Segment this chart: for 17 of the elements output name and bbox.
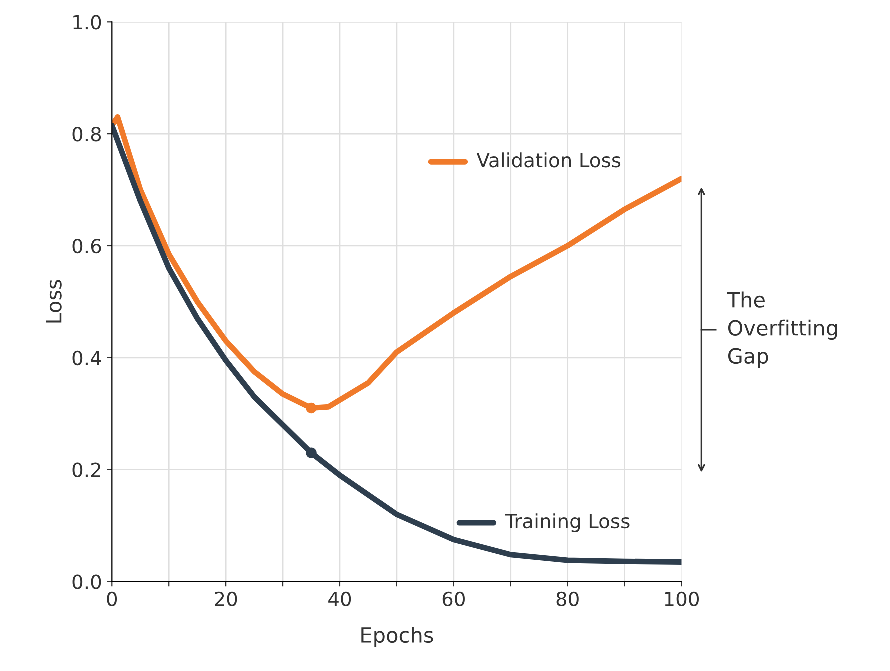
- y-axis-title: Loss: [46, 280, 62, 323]
- y-tick-label: 0.0: [72, 574, 102, 590]
- text: The Overfitting Gap: [727, 292, 838, 368]
- x-tick-label: 0: [107, 592, 118, 607]
- y-tick-label: 0.2: [72, 462, 100, 478]
- y-tick-label: 0.4: [72, 350, 102, 366]
- x-tick-label: 80: [556, 592, 579, 607]
- x-axis-title: Epochs: [362, 626, 434, 648]
- x-tick-label: 100: [665, 592, 700, 607]
- y-tick-label: 0.8: [72, 127, 102, 142]
- legend-label: Validation Loss: [476, 152, 621, 168]
- y-tick-label: 1.0: [74, 15, 102, 30]
- y-tick-label: 0.6: [72, 238, 102, 254]
- x-tick-label: 20: [215, 592, 238, 607]
- x-tick-label: 40: [328, 592, 352, 607]
- legend-label: Training Loss: [505, 514, 630, 532]
- x-tick-label: 60: [442, 592, 465, 607]
